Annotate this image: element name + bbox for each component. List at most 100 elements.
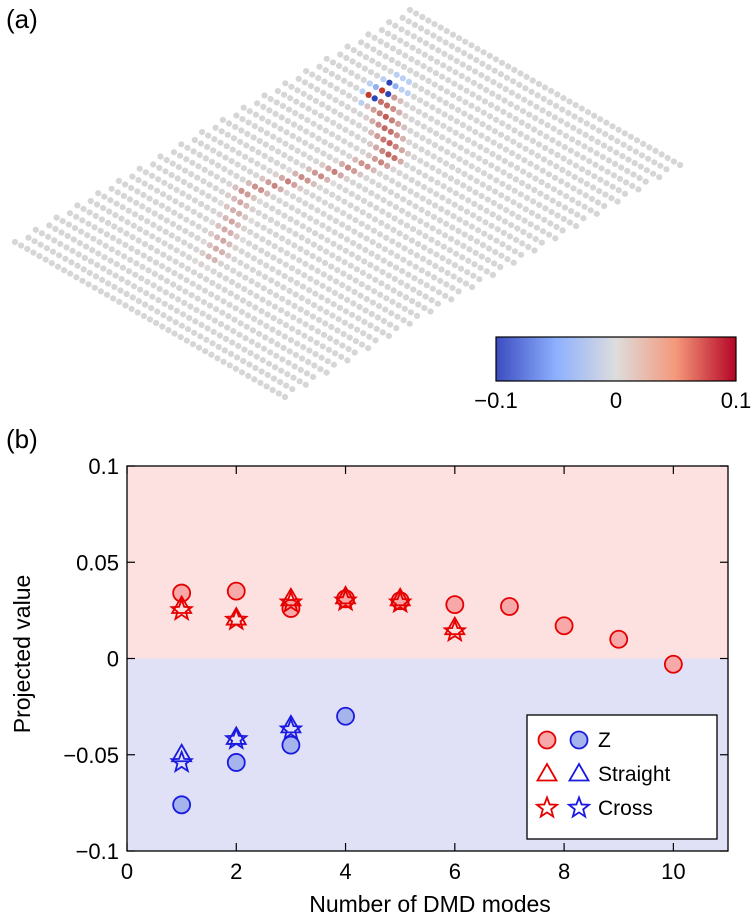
lattice-site [670, 158, 678, 165]
lattice-site [300, 90, 307, 97]
lattice-site [323, 309, 330, 316]
lattice-site [379, 87, 386, 94]
lattice-site [233, 293, 240, 301]
lattice-site [143, 229, 150, 236]
lattice-site [270, 315, 277, 322]
lattice-site [184, 205, 191, 212]
lattice-site [493, 237, 500, 244]
lattice-site [325, 346, 333, 353]
lattice-site [304, 298, 312, 305]
lattice-site [32, 226, 39, 233]
lattice-site [339, 221, 346, 228]
lattice-site [424, 89, 431, 96]
lattice-site [377, 98, 384, 105]
lattice-site [593, 210, 600, 217]
lattice-site [597, 176, 604, 183]
lattice-site [227, 350, 235, 357]
lattice-site [304, 117, 311, 124]
lattice-site [158, 202, 165, 209]
lattice-site [512, 176, 520, 183]
lattice-site [349, 58, 356, 65]
lattice-site [422, 293, 429, 300]
lattice-site [138, 275, 145, 282]
lattice-site [383, 41, 390, 49]
lattice-site [604, 168, 611, 175]
lattice-site [416, 169, 423, 176]
lattice-site [365, 31, 372, 38]
lattice-site [457, 84, 464, 91]
lattice-site [457, 205, 464, 212]
lattice-site [221, 347, 228, 354]
lattice-site [209, 340, 216, 347]
lattice-site [484, 196, 491, 203]
legend-label: Cross [598, 797, 653, 820]
lattice-site [180, 311, 187, 318]
lattice-site [529, 77, 536, 84]
lattice-site [480, 49, 487, 56]
lattice-site [225, 120, 233, 127]
lattice-site [413, 191, 420, 198]
lattice-site [11, 238, 19, 246]
lattice-site [271, 122, 278, 129]
lattice-site [322, 67, 329, 74]
lattice-site [571, 113, 578, 120]
lattice-site [373, 144, 380, 151]
lattice-site [560, 155, 567, 162]
lattice-site [447, 54, 454, 61]
lattice-site [268, 145, 276, 152]
lattice-site [405, 271, 412, 278]
lattice-site [305, 358, 312, 366]
lattice-site [430, 32, 437, 39]
lattice-site [365, 91, 372, 98]
lattice-site [113, 261, 120, 268]
lattice-site [96, 239, 103, 246]
lattice-site [247, 350, 254, 357]
lattice-site [355, 254, 362, 261]
lattice-site [507, 101, 514, 108]
lattice-site [90, 235, 97, 242]
lattice-site [302, 381, 309, 388]
lattice-site [218, 188, 225, 195]
lattice-site [310, 120, 317, 127]
lattice-site [179, 190, 186, 197]
lattice-site [468, 223, 475, 230]
lattice-site [162, 289, 169, 296]
lattice-site [118, 276, 125, 283]
lattice-site [300, 151, 307, 158]
lattice-site [458, 72, 465, 79]
lattice-site [588, 135, 595, 142]
lattice-site [244, 130, 251, 138]
lattice-site [194, 295, 201, 302]
lattice-site [231, 195, 238, 202]
lattice-site [578, 166, 586, 173]
lattice-site [591, 173, 598, 180]
lattice-site [291, 181, 298, 188]
lattice-site [319, 343, 326, 350]
lattice-site [443, 88, 451, 95]
lattice-site [340, 210, 347, 217]
lattice-site [210, 268, 217, 275]
lattice-site [347, 262, 354, 269]
lattice-site [270, 375, 277, 382]
lattice-site [549, 137, 556, 144]
lattice-site [489, 271, 496, 278]
lattice-site [347, 323, 354, 330]
lattice-site [258, 187, 265, 194]
lattice-site [368, 310, 375, 318]
lattice-site [586, 158, 593, 165]
lattice-site [321, 139, 328, 146]
lattice-site [358, 99, 365, 106]
lattice-site [514, 225, 521, 232]
lattice-site [372, 276, 379, 283]
lattice-site [384, 283, 391, 290]
lattice-site [467, 234, 474, 242]
lattice-site [311, 109, 318, 116]
lattice-site [381, 185, 388, 192]
lattice-site [212, 245, 219, 252]
lattice-site [454, 46, 461, 53]
lattice-site [227, 229, 234, 237]
lattice-site [477, 204, 484, 211]
lattice-site [513, 104, 521, 111]
lattice-site [307, 336, 314, 343]
lattice-site [348, 251, 355, 258]
